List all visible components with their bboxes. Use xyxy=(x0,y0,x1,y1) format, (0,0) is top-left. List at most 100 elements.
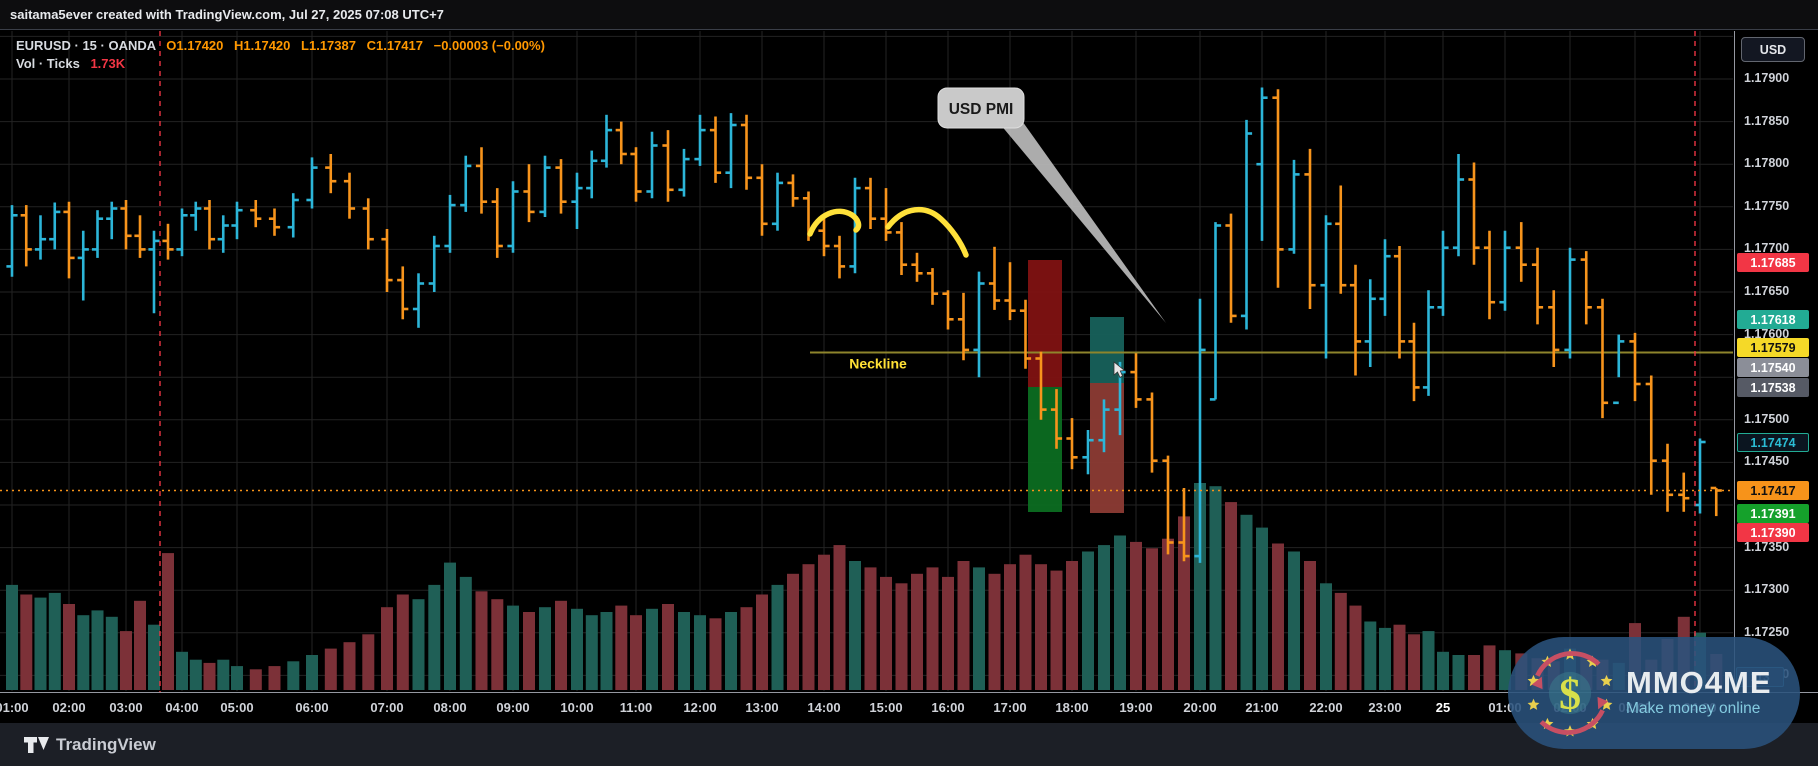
volume-bar xyxy=(957,561,970,690)
ohlc-bar xyxy=(343,172,356,219)
volume-bar xyxy=(217,659,230,690)
volume-legend-row[interactable]: Vol · Ticks 1.73K xyxy=(16,55,545,73)
volume-bar xyxy=(1019,554,1032,690)
ohlc-bar xyxy=(134,215,146,258)
price-tick-label: 1.17300 xyxy=(1744,582,1790,597)
volume-bar xyxy=(1272,543,1284,690)
volume-bar xyxy=(148,624,160,690)
volume-bar xyxy=(1364,621,1377,690)
time-tick-label: 04:00 xyxy=(165,700,199,715)
attribution-text: saitama5ever created with TradingView.co… xyxy=(10,7,444,22)
ohlc-bar xyxy=(34,215,47,260)
volume-bar xyxy=(818,554,830,690)
ohlc-bar xyxy=(6,205,18,277)
ohlc-bar xyxy=(1349,264,1362,376)
volume-bar xyxy=(63,604,75,690)
volume-bar xyxy=(77,615,90,690)
ohlc-bar xyxy=(203,200,216,250)
volume-bar xyxy=(555,600,567,690)
volume-bar xyxy=(287,661,300,690)
volume-bar xyxy=(1452,655,1465,690)
volume-bar xyxy=(523,612,535,690)
volume-bar xyxy=(1035,564,1047,690)
volume-bar xyxy=(740,607,753,690)
ohlc-bar xyxy=(1499,230,1511,311)
volume-bar xyxy=(849,561,861,690)
price-badge: 1.17618 xyxy=(1737,310,1809,329)
symbol-title[interactable]: EURUSD · 15 · OANDA xyxy=(16,38,156,53)
ohlc-bar xyxy=(709,116,722,183)
plot-area[interactable]: Neckline xyxy=(0,31,1733,691)
price-badge: 1.17579 xyxy=(1737,338,1809,357)
volume-bar xyxy=(1422,631,1435,690)
ohlc-bar xyxy=(1437,230,1449,316)
volume-bar xyxy=(1437,651,1449,690)
drawing-rectangle[interactable] xyxy=(1090,383,1124,513)
ohlc-bar xyxy=(475,147,488,214)
time-tick-label: 07:00 xyxy=(370,700,404,715)
ohlc-bar xyxy=(1710,486,1722,517)
volume-bar xyxy=(1304,561,1316,690)
price-tick-label: 1.17850 xyxy=(1744,113,1790,128)
volume-bar xyxy=(120,631,132,690)
price-axis[interactable]: 1.17900 1.17850 1.17800 1.17750 1.17700 1.176… xyxy=(1734,31,1818,691)
ohlc-bar xyxy=(507,181,519,253)
volume-bar xyxy=(203,662,216,690)
volume-bar xyxy=(646,608,658,690)
ohlc-bar xyxy=(1019,299,1032,369)
volume-bar xyxy=(615,605,628,690)
chart-legend[interactable]: EURUSD · 15 · OANDA O1.17420 H1.17420 L1… xyxy=(16,37,545,73)
ohlc-bar xyxy=(833,235,846,279)
ohlc-bar xyxy=(412,273,425,328)
volume-bar xyxy=(942,576,954,690)
volume-bar xyxy=(678,612,690,690)
volume-bar xyxy=(428,584,441,690)
mmo4me-watermark: $ MMO4ME Make money online xyxy=(1508,637,1800,749)
volume-bar xyxy=(539,607,551,690)
ohlc-bar xyxy=(148,230,160,314)
mouse-cursor xyxy=(1113,361,1126,379)
drawing-arc[interactable] xyxy=(885,206,969,258)
volume-bar xyxy=(1334,592,1347,690)
ohlc-bar xyxy=(1162,455,1174,555)
volume-bar xyxy=(1098,545,1110,690)
watermark-subtitle: Make money online xyxy=(1626,700,1761,717)
callout-usd-pmi[interactable]: USD PMI xyxy=(937,87,1166,323)
volume-bar xyxy=(324,648,337,690)
volume-bar xyxy=(105,616,118,690)
price-badge: 1.17474 xyxy=(1737,433,1809,452)
volume-bar xyxy=(491,599,504,690)
ohlc-bar xyxy=(1272,89,1284,288)
volume-bar xyxy=(189,659,202,690)
ohlc-bar xyxy=(926,268,939,305)
ohlc-bar xyxy=(162,223,174,260)
ohlc-bar xyxy=(973,271,985,378)
time-tick-label: 14:00 xyxy=(807,700,841,715)
tradingview-logo[interactable]: TradingView xyxy=(24,734,156,756)
volume-bar xyxy=(1225,502,1237,690)
ohlc-bar xyxy=(1422,290,1435,396)
currency-button[interactable]: USD xyxy=(1741,37,1805,62)
time-tick-label: 22:00 xyxy=(1309,700,1343,715)
volume-bar xyxy=(880,576,892,690)
ohlc-bar xyxy=(586,150,598,199)
ohlc-bar xyxy=(864,177,877,229)
volume-bar xyxy=(459,576,472,690)
volume-bar xyxy=(1320,583,1332,690)
ohlc-bar xyxy=(1082,430,1094,475)
ohlc-bar xyxy=(217,215,229,253)
volume-bar xyxy=(1408,634,1420,690)
time-tick-label: 18:00 xyxy=(1055,700,1089,715)
ohlc-bar xyxy=(1288,159,1300,254)
ohlc-bar xyxy=(397,266,409,320)
ohlc-bar xyxy=(678,148,690,197)
ohlc-bar xyxy=(444,194,456,253)
volume-bar xyxy=(1379,627,1391,690)
price-badge: 1.17417 xyxy=(1737,481,1809,500)
drawing-arc[interactable] xyxy=(807,208,862,237)
symbol-legend-row[interactable]: EURUSD · 15 · OANDA O1.17420 H1.17420 L1… xyxy=(16,37,545,55)
ohlc-bar xyxy=(523,164,535,223)
volume-bar xyxy=(20,594,33,690)
drawing-rectangle[interactable] xyxy=(1028,260,1062,387)
